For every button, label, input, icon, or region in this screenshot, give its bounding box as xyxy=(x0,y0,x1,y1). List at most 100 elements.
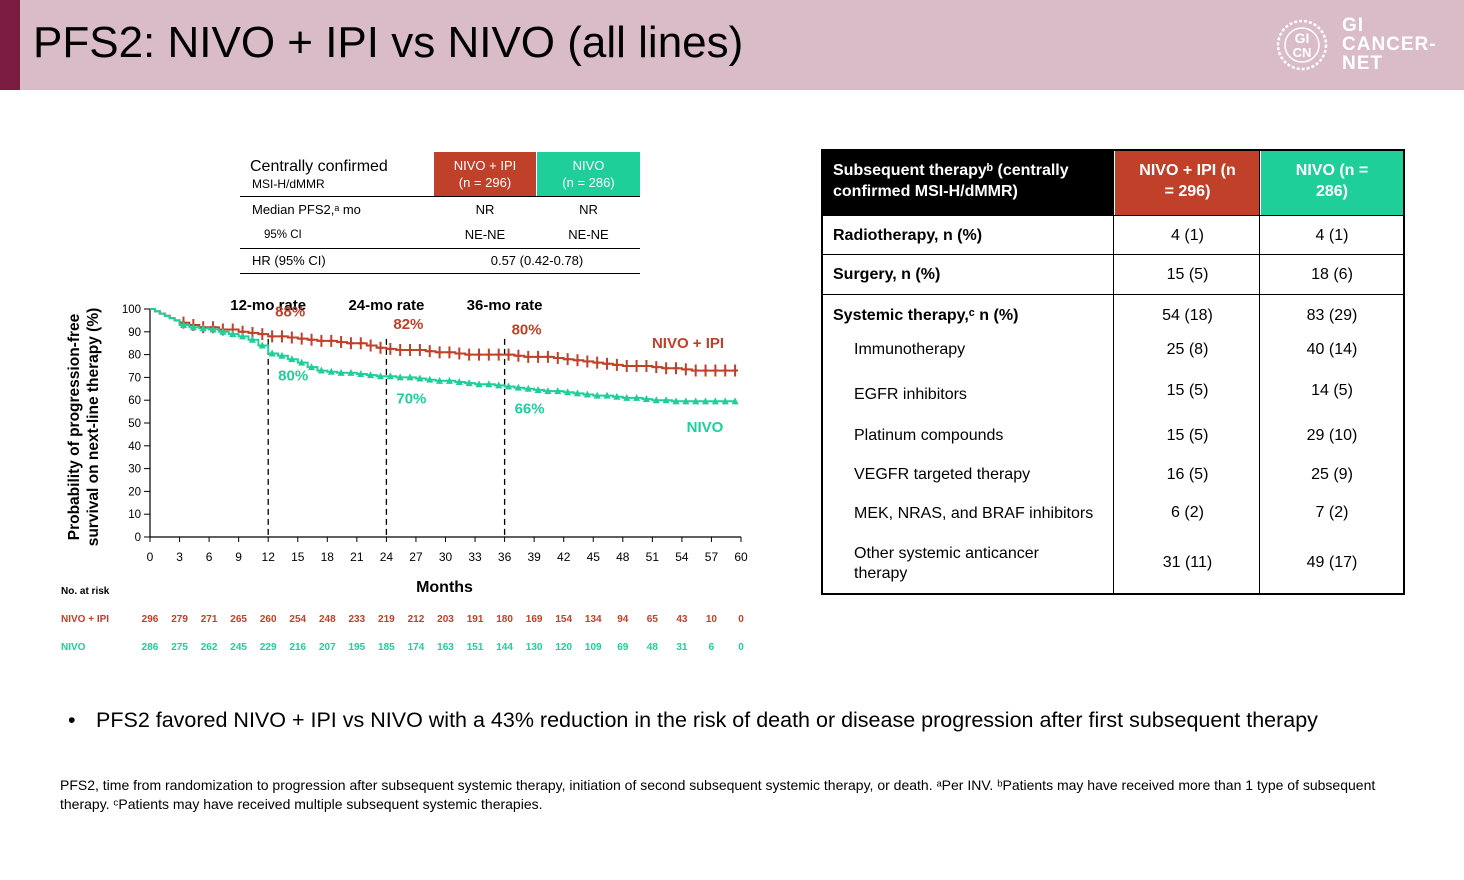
therapy-header-nivo-ipi-cell: NIVO + IPI (n = 296) xyxy=(1115,151,1260,215)
therapy-row-v1-mek: 6 (2) xyxy=(1171,504,1204,521)
censor-mark-nivo xyxy=(288,355,296,363)
censor-mark-nivo-ipi xyxy=(702,364,709,377)
censor-mark-nivo xyxy=(652,396,660,404)
at-risk-value: 6 xyxy=(709,642,715,653)
logo-icon: GI CN xyxy=(1276,19,1328,71)
curve-nivo-ipi xyxy=(150,308,737,372)
summary-rule-1 xyxy=(240,196,640,197)
summary-header-nivo: NIVO (n = 286) xyxy=(537,152,640,196)
x-tick-label-0: 0 xyxy=(147,550,154,564)
therapy-row-v2-vegfr: 25 (9) xyxy=(1311,466,1353,483)
censor-mark-nivo xyxy=(662,396,670,404)
at-risk-value: 163 xyxy=(437,642,454,653)
censor-mark-nivo xyxy=(189,323,197,331)
x-tick-label-12: 12 xyxy=(262,550,276,564)
censor-mark-nivo-ipi xyxy=(594,356,601,369)
censor-mark-nivo-ipi xyxy=(613,358,620,371)
censor-mark-nivo xyxy=(278,351,286,359)
at-risk-value: 207 xyxy=(319,642,336,653)
censor-mark-nivo-ipi xyxy=(426,345,433,358)
censor-mark-nivo xyxy=(396,373,404,381)
landmark-nivo-ipi-12: 88% xyxy=(275,303,305,320)
at-risk-label-nivo-ipi: NIVO + IPI xyxy=(61,614,109,625)
x-tick-label-24: 24 xyxy=(380,550,394,564)
at-risk-value: 43 xyxy=(676,614,688,625)
censor-mark-nivo xyxy=(682,397,690,405)
y-tick-label-70: 70 xyxy=(128,372,141,384)
summary-nivo-n: (n = 286) xyxy=(562,175,615,190)
page-title: PFS2: NIVO + IPI vs NIVO (all lines) xyxy=(33,18,744,67)
censor-mark-nivo-ipi xyxy=(259,328,266,341)
therapy-rule-2 xyxy=(823,254,1403,255)
censor-mark-nivo-ipi xyxy=(692,364,699,377)
summary-label-2: MSI-H/dMMR xyxy=(252,177,325,191)
censor-mark-nivo-ipi xyxy=(564,353,571,366)
censor-mark-nivo-ipi xyxy=(712,364,719,377)
x-tick-label-54: 54 xyxy=(675,550,689,564)
censor-mark-nivo xyxy=(376,372,384,380)
therapy-row-label-platinum: Platinum compounds xyxy=(854,427,1004,444)
at-risk-value: 120 xyxy=(555,642,572,653)
x-tick-label-51: 51 xyxy=(646,550,660,564)
censor-mark-nivo xyxy=(445,376,453,384)
therapy-row-v2-systemic: 83 (29) xyxy=(1306,307,1358,324)
censor-mark-nivo xyxy=(308,363,316,371)
censor-mark-nivo xyxy=(436,376,444,384)
censor-mark-nivo xyxy=(367,371,375,379)
censor-mark-nivo xyxy=(465,379,473,387)
censor-mark-nivo-ipi xyxy=(367,339,374,352)
at-risk-value: 191 xyxy=(467,614,484,625)
censor-mark-nivo xyxy=(229,330,237,338)
summary-ci-nivo-ipi: NE-NE xyxy=(464,227,506,242)
at-risk-value: 279 xyxy=(171,614,188,625)
logo-line-3: NET xyxy=(1342,53,1383,74)
censor-mark-nivo xyxy=(702,397,710,405)
censor-mark-nivo-ipi xyxy=(347,337,354,350)
censor-mark-nivo xyxy=(485,380,493,388)
summary-ci-nivo: NE-NE xyxy=(568,227,609,242)
censor-mark-nivo xyxy=(357,369,365,377)
y-tick-label-100: 100 xyxy=(122,304,141,316)
at-risk-value: 180 xyxy=(496,614,513,625)
censor-mark-nivo-ipi xyxy=(505,348,512,361)
censor-mark-nivo-ipi xyxy=(633,360,640,372)
therapy-header-nivo: NIVO (n = 286) xyxy=(1295,162,1369,200)
censor-mark-nivo-ipi xyxy=(663,362,670,375)
censor-mark-nivo xyxy=(721,397,729,405)
therapy-row-label-radiotherapy: Radiotherapy, n (%) xyxy=(833,227,983,244)
censor-mark-nivo-ipi xyxy=(298,332,305,345)
censor-mark-nivo-ipi xyxy=(288,331,295,344)
bullet-dot: • xyxy=(68,708,76,732)
censor-mark-nivo-ipi xyxy=(269,330,276,343)
summary-ci-label: 95% CI xyxy=(264,229,302,241)
at-risk-value: 286 xyxy=(142,642,159,653)
censor-mark-nivo xyxy=(199,324,207,332)
at-risk-value: 0 xyxy=(738,642,744,653)
therapy-row-label-other: Other systemic anticancer therapy xyxy=(854,545,1039,582)
y-tick-label-0: 0 xyxy=(135,532,141,544)
censor-mark-nivo xyxy=(534,385,542,393)
censor-mark-nivo-ipi xyxy=(397,344,404,357)
summary-nivo-ipi-n: (n = 296) xyxy=(458,175,512,190)
svg-text:CN: CN xyxy=(1293,45,1312,60)
summary-nivo-ipi-name: NIVO + IPI xyxy=(453,158,517,173)
at-risk-value: 271 xyxy=(201,614,218,625)
landmark-title-24: 24-mo rate xyxy=(348,297,424,314)
censor-mark-nivo xyxy=(514,383,522,391)
censor-mark-nivo xyxy=(583,390,591,398)
at-risk-value: 216 xyxy=(289,642,306,653)
censor-mark-nivo-ipi xyxy=(535,350,542,363)
censor-mark-nivo xyxy=(416,374,424,382)
km-chart: Probability of progression-free survival… xyxy=(61,297,748,653)
censor-mark-nivo xyxy=(268,349,276,357)
censor-mark-nivo xyxy=(692,397,700,405)
y-axis-label: Probability of progression-free survival… xyxy=(66,308,102,547)
at-risk-label-nivo: NIVO xyxy=(61,642,86,653)
censor-mark-nivo xyxy=(219,327,227,335)
censor-mark-nivo-ipi xyxy=(436,346,443,359)
at-risk-value: 195 xyxy=(349,642,366,653)
at-risk-value: 109 xyxy=(585,642,602,653)
x-tick-label-33: 33 xyxy=(468,550,482,564)
landmark-nivo-24: 70% xyxy=(396,390,426,407)
censor-mark-nivo-ipi xyxy=(495,348,502,361)
